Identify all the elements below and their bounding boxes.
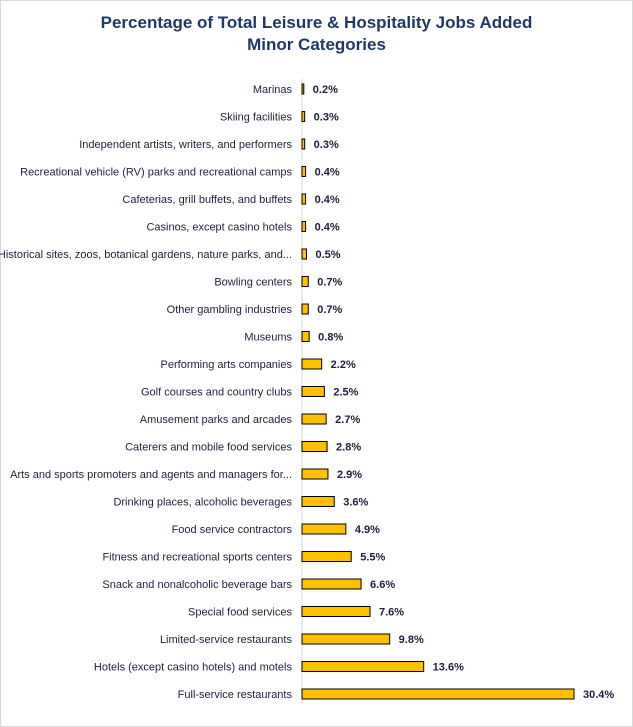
category-label: Drinking places, alcoholic beverages: [113, 497, 292, 509]
data-label: 0.4%: [315, 167, 340, 179]
category-label: Special food services: [188, 607, 292, 619]
bar: [301, 688, 575, 700]
bar: [301, 358, 323, 370]
bar: [301, 193, 307, 205]
category-label: Hotels (except casino hotels) and motels: [94, 662, 293, 674]
bar: [301, 551, 352, 562]
chart-subtitle: Minor Categories: [247, 35, 386, 54]
category-label: Marinas: [253, 84, 293, 96]
bar: [301, 606, 371, 617]
data-label: 0.7%: [317, 304, 342, 316]
category-label: Golf courses and country clubs: [141, 387, 293, 399]
data-label: 2.5%: [333, 387, 358, 399]
bar: [301, 413, 327, 425]
data-label: 13.6%: [433, 662, 464, 674]
bar: [301, 578, 362, 590]
data-label: 2.8%: [336, 442, 361, 454]
category-label: Historical sites, zoos, botanical garden…: [0, 249, 292, 261]
bar: [301, 276, 309, 287]
bar: [301, 661, 425, 672]
bar: [301, 331, 310, 342]
category-label: Performing arts companies: [161, 359, 293, 371]
category-label: Other gambling industries: [167, 304, 293, 316]
data-label: 3.6%: [343, 497, 368, 509]
category-label: Caterers and mobile food services: [125, 442, 292, 454]
category-label: Skiing facilities: [220, 112, 293, 124]
chart-title: Percentage of Total Leisure & Hospitalit…: [100, 13, 533, 32]
category-label: Amusement parks and arcades: [140, 414, 293, 426]
data-label: 0.3%: [314, 112, 339, 124]
bar: [301, 468, 329, 480]
bar: [301, 111, 306, 122]
bar: [301, 221, 307, 232]
data-label: 0.7%: [317, 277, 342, 289]
category-label: Snack and nonalcoholic beverage bars: [102, 579, 292, 591]
category-label: Recreational vehicle (RV) parks and recr…: [20, 167, 292, 179]
category-label: Museums: [244, 332, 292, 344]
data-label: 7.6%: [379, 607, 404, 619]
data-label: 0.4%: [315, 194, 340, 206]
bar: [301, 248, 307, 260]
data-label: 2.9%: [337, 469, 362, 481]
data-label: 5.5%: [360, 552, 385, 564]
data-label: 0.4%: [315, 222, 340, 234]
data-label: 0.8%: [318, 332, 343, 344]
category-label: Casinos, except casino hotels: [146, 222, 292, 234]
bar: [301, 523, 347, 535]
data-label: 0.2%: [313, 84, 338, 96]
data-label: 6.6%: [370, 579, 395, 591]
category-label: Independent artists, writers, and perfor…: [79, 139, 292, 151]
bar: [301, 166, 307, 177]
data-label: 2.2%: [331, 359, 356, 371]
bar: [301, 496, 335, 507]
chart-title-block: Percentage of Total Leisure & Hospitalit…: [0, 12, 633, 56]
bar: [301, 303, 309, 315]
data-label: 0.3%: [314, 139, 339, 151]
data-label: 9.8%: [399, 634, 424, 646]
category-label: Food service contractors: [172, 524, 293, 536]
data-label: 2.7%: [335, 414, 360, 426]
bar: [301, 441, 328, 452]
category-label: Limited-service restaurants: [160, 634, 293, 646]
data-label: 30.4%: [583, 689, 614, 701]
bar: [301, 83, 305, 95]
category-label: Full-service restaurants: [178, 689, 293, 701]
category-label: Arts and sports promoters and agents and…: [10, 469, 292, 481]
category-label: Cafeterias, grill buffets, and buffets: [122, 194, 292, 206]
category-label: Bowling centers: [214, 277, 292, 289]
category-label: Fitness and recreational sports centers: [102, 552, 292, 564]
data-label: 4.9%: [355, 524, 380, 536]
bar: [301, 386, 325, 397]
data-label: 0.5%: [315, 249, 340, 261]
bar: [301, 138, 306, 150]
bar: [301, 633, 391, 645]
